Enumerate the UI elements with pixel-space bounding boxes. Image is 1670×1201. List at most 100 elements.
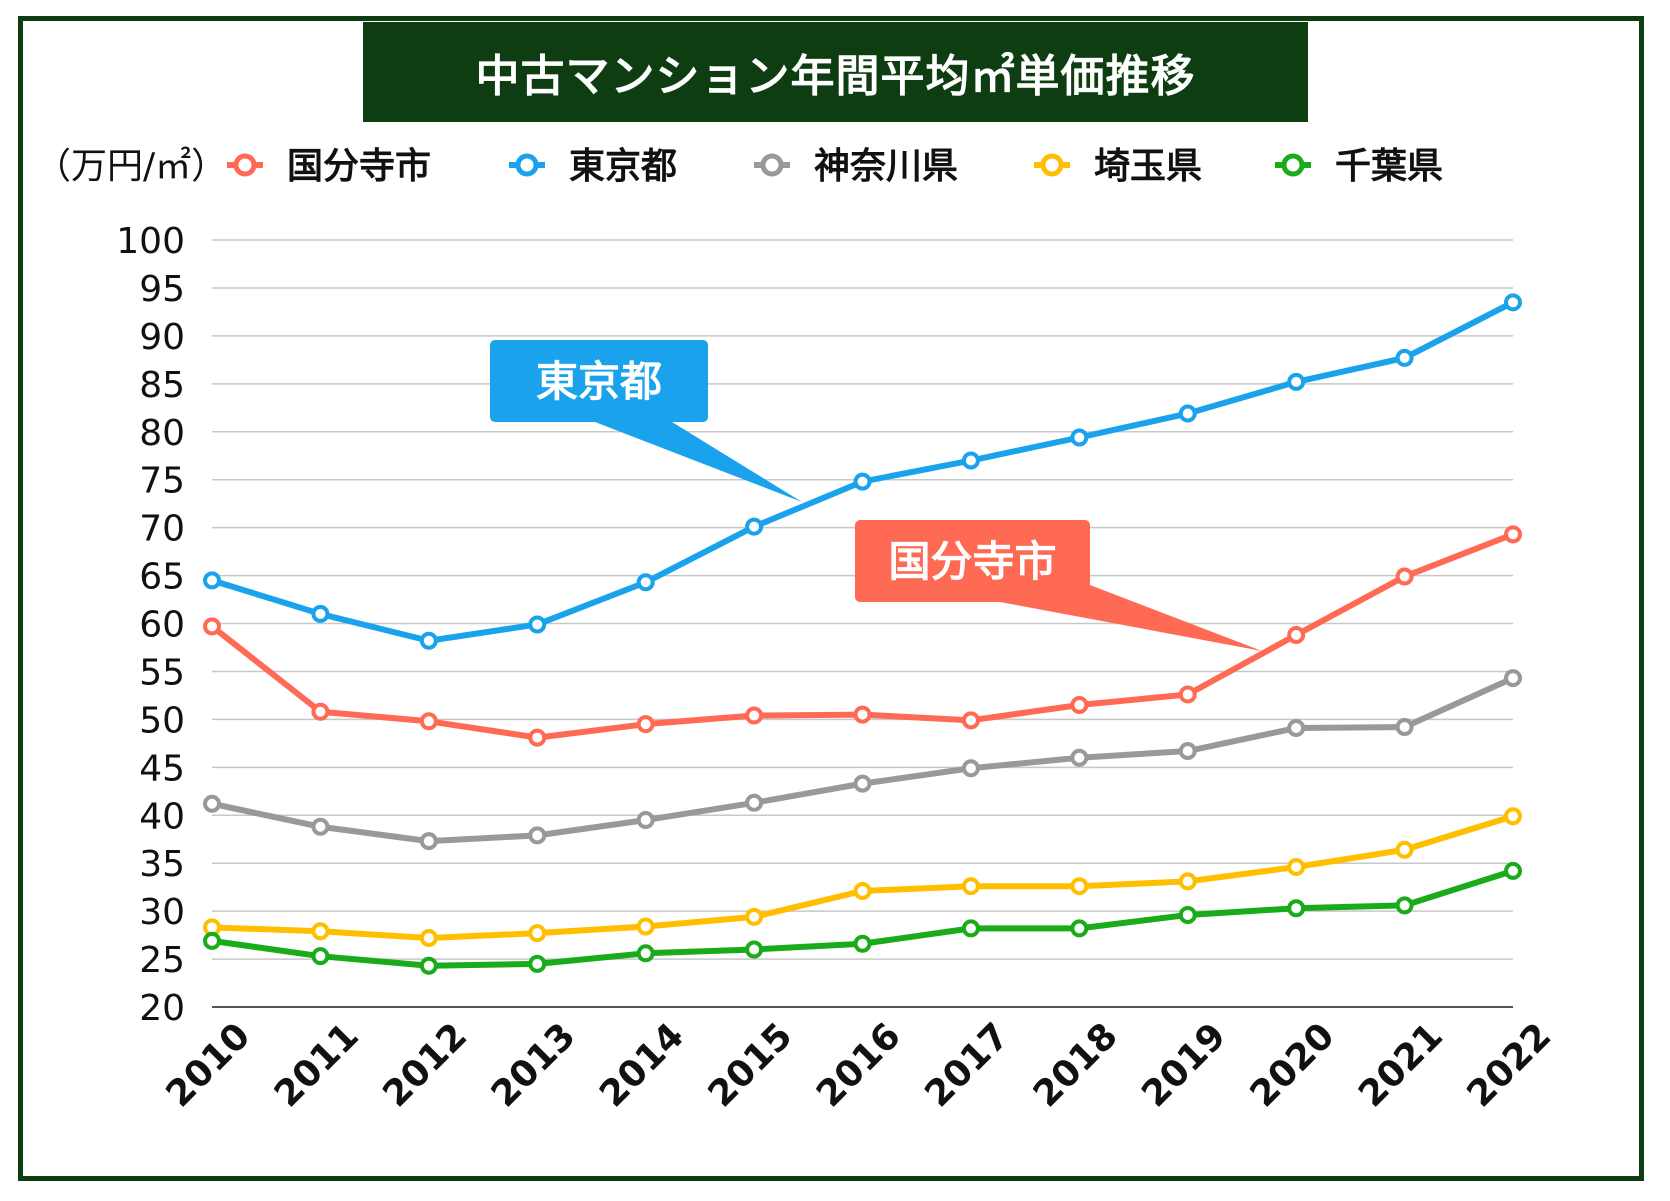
data-point [1395,840,1414,859]
y-tick-label-80: 80 [139,413,185,454]
data-point [311,817,330,836]
legend-item-1: 東京都 [509,145,677,187]
data-point [1070,748,1089,767]
data-point [853,472,872,491]
data-point [1070,695,1089,714]
data-point [203,571,221,590]
data-point [528,728,547,747]
y-tick-label-65: 65 [139,557,185,598]
data-point [745,907,764,926]
data-point [1178,742,1197,761]
data-point [636,917,655,936]
data-point [528,924,547,943]
data-point [961,451,980,470]
data-point [419,631,438,650]
data-point [1395,348,1414,367]
y-tick-label-60: 60 [139,605,185,646]
data-point [1070,919,1089,938]
data-point [853,881,872,900]
x-axis-ticks: 2010 2011 2012 2013 2014 2015 2016 2017 2018 2019… [159,1015,1560,1115]
legend-label: 埼玉県 [1094,146,1202,187]
callout-pointer [595,422,802,502]
data-point [419,832,438,851]
legend-label: 千葉県 [1335,146,1443,187]
x-tick-label-2018: 2018 [1026,1015,1126,1115]
series-line [211,813,1514,941]
x-tick-label-2013: 2013 [484,1015,584,1115]
data-point [1070,428,1089,447]
callout-1: 国分寺市 [855,520,1262,651]
y-tick-label-55: 55 [139,652,185,693]
x-tick-label-2012: 2012 [375,1015,475,1115]
series-1 [203,293,1522,650]
series-3 [203,807,1522,947]
callout-box [490,340,708,422]
data-point [528,615,547,634]
x-tick-label-2014: 2014 [592,1015,692,1115]
data-point [1287,626,1306,645]
data-point [528,826,547,845]
data-point [419,712,438,731]
data-point [961,919,980,938]
y-tick-label-30: 30 [139,892,185,933]
data-point [1178,685,1197,704]
data-point [1287,372,1306,391]
callout-0: 東京都 [490,340,802,502]
data-point [1504,525,1522,544]
data-point [1287,899,1306,918]
y-tick-label-75: 75 [139,461,185,502]
legend-label: 東京都 [569,145,677,187]
data-point [203,931,221,950]
data-point [1178,404,1197,423]
legend-item-0: 国分寺市 [227,146,431,187]
x-tick-label-2011: 2011 [267,1015,367,1115]
series-0 [203,525,1522,747]
data-point [203,794,221,813]
y-tick-label-25: 25 [139,940,185,981]
y-axis-unit-label: （万円/㎡） [35,145,227,187]
data-point [636,811,655,830]
data-point [853,705,872,724]
legend-label: 神奈川県 [814,146,958,187]
data-point [961,759,980,778]
legend-marker [760,153,784,177]
data-point [961,711,980,730]
x-tick-label-2022: 2022 [1460,1015,1560,1115]
x-tick-label-2017: 2017 [917,1015,1017,1115]
callout-label: 国分寺市 [888,537,1056,586]
y-tick-label-45: 45 [139,748,185,789]
x-tick-label-2016: 2016 [809,1015,909,1115]
y-tick-label-100: 100 [116,221,185,262]
data-point [203,617,221,636]
callout-box [855,520,1090,602]
data-point [1070,877,1089,896]
x-tick-label-2021: 2021 [1351,1015,1451,1115]
series-line [211,675,1515,845]
x-tick-label-2015: 2015 [701,1015,801,1115]
chart-title: 中古マンション年間平均㎡単価推移 [363,22,1308,122]
x-tick-label-2020: 2020 [1243,1015,1343,1115]
data-point [1504,861,1522,880]
data-point [636,573,655,592]
legend-marker [515,153,539,177]
y-tick-label-35: 35 [139,844,185,885]
y-tick-label-90: 90 [139,317,185,358]
series-4 [203,861,1522,975]
data-point [311,702,330,721]
data-point [853,774,872,793]
y-tick-label-95: 95 [139,269,185,310]
data-point [419,956,438,975]
data-point [636,944,655,963]
y-tick-label-85: 85 [139,365,185,406]
x-tick-label-2019: 2019 [1134,1015,1234,1115]
callout-label: 東京都 [536,357,662,406]
legend-marker [1281,153,1305,177]
data-point [311,947,330,966]
data-point [419,928,438,947]
series-lines [203,293,1522,975]
data-point [311,922,330,941]
y-tick-label-20: 20 [139,988,185,1029]
data-point [853,934,872,953]
